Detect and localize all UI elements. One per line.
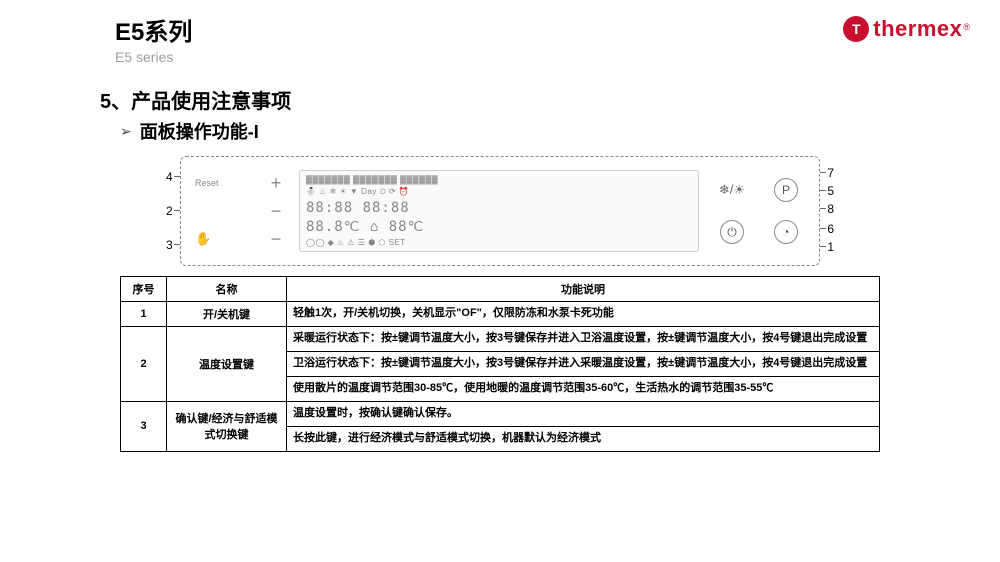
cell-desc: 长按此键，进行经济模式与舒适模式切换，机器默认为经济模式 (287, 426, 880, 451)
plus-icon: + (267, 173, 285, 194)
table-row: 3 确认键/经济与舒适模式切换键 温度设置时，按确认键确认保存。 (121, 401, 880, 426)
minus-row-1: − (195, 199, 285, 223)
hand-minus-row: ✋ − (195, 227, 285, 251)
reset-plus-row: Reset + (195, 171, 285, 195)
section-sub-text: 面板操作功能-I (140, 118, 259, 144)
table: 序号 名称 功能说明 1 开/关机键 轻触1次，开/关机切换，关机显示"OF"，… (120, 276, 880, 452)
section-number: 5、产品使用注意事项 (100, 85, 1000, 114)
table-header-row: 序号 名称 功能说明 (121, 277, 880, 302)
callout-1: 1 (827, 240, 834, 254)
cell-name: 确认键/经济与舒适模式切换键 (167, 401, 287, 451)
hand-icon: ✋ (195, 231, 211, 247)
chevron-right-icon: ➢ (120, 123, 132, 140)
lcd-top-row: ▓▓▓▓▓▓▓ ▓▓▓▓▓▓▓ ▓▓▓▓▓▓ (306, 175, 692, 184)
panel-right-buttons: ❄/☀ P ⏻ ◔ (713, 174, 805, 248)
cell-idx: 2 (121, 327, 167, 402)
callout-4: 4 (166, 170, 173, 184)
callout-7: 7 (827, 166, 834, 180)
cell-desc: 采暖运行状态下：按±键调节温度大小，按3号键保存并进入卫浴温度设置，按±键调节温… (287, 327, 880, 352)
function-table: 序号 名称 功能说明 1 开/关机键 轻触1次，开/关机切换，关机显示"OF"，… (120, 276, 880, 452)
lcd-seg-row1: 88:88 88:88 (306, 200, 692, 216)
section-sub: ➢ 面板操作功能-I (100, 118, 1000, 144)
power-button-icon: ⏻ (720, 220, 744, 244)
control-panel: Reset + − ✋ − ▓▓▓▓▓▓▓ ▓▓▓▓▓▓▓ ▓▓▓▓▓▓ ⛄ ♨… (180, 156, 820, 266)
page-header: E5系列 E5 series T thermex® (0, 12, 1000, 65)
reset-label: Reset (195, 178, 219, 188)
cell-idx: 3 (121, 401, 167, 451)
th-index: 序号 (121, 277, 167, 302)
th-desc: 功能说明 (287, 277, 880, 302)
th-name: 名称 (167, 277, 287, 302)
callout-8: 8 (827, 202, 834, 216)
logo-text: thermex® (873, 16, 970, 42)
lcd-bottom-row: ◯◯ ◆ ♨ ⚠ ☰ ⬢ ⬡ SET (306, 238, 692, 247)
lcd-icon-row: ⛄ ♨ ❄ ☀ ▼ Day ⏲ ⟳ ⏰ (306, 187, 692, 197)
callout-6: 6 (827, 222, 834, 236)
panel-left-buttons: Reset + − ✋ − (195, 171, 285, 251)
cell-desc: 使用散片的温度调节范围30-85℃，使用地暖的温度调节范围35-60℃，生活热水… (287, 376, 880, 401)
callout-5: 5 (827, 184, 834, 198)
control-panel-diagram: 4 2 3 7 5 8 6 1 Reset + − ✋ − ▓▓▓▓▓ (180, 156, 820, 266)
cell-name: 开/关机键 (167, 302, 287, 327)
lcd-seg-row2: 88.8℃ ⌂ 88℃ (306, 219, 692, 235)
title-english: E5 series (115, 49, 1000, 65)
section-heading: 5、产品使用注意事项 ➢ 面板操作功能-I (0, 85, 1000, 144)
brand-logo: T thermex® (843, 16, 970, 42)
cell-desc: 卫浴运行状态下：按±键调节温度大小，按3号键保存并进入采暖温度设置，按±键调节温… (287, 351, 880, 376)
lcd-display: ▓▓▓▓▓▓▓ ▓▓▓▓▓▓▓ ▓▓▓▓▓▓ ⛄ ♨ ❄ ☀ ▼ Day ⏲ ⟳… (299, 170, 699, 252)
cell-idx: 1 (121, 302, 167, 327)
cell-name: 温度设置键 (167, 327, 287, 402)
cell-desc: 轻触1次，开/关机切换，关机显示"OF"，仅限防冻和水泵卡死功能 (287, 302, 880, 327)
minus-icon: − (267, 201, 285, 222)
table-row: 2 温度设置键 采暖运行状态下：按±键调节温度大小，按3号键保存并进入卫浴温度设… (121, 327, 880, 352)
callout-3: 3 (166, 238, 173, 252)
callout-2: 2 (166, 204, 173, 218)
snow-sun-icon: ❄/☀ (719, 182, 745, 198)
clock-button-icon: ◔ (774, 220, 798, 244)
table-row: 1 开/关机键 轻触1次，开/关机切换，关机显示"OF"，仅限防冻和水泵卡死功能 (121, 302, 880, 327)
cell-desc: 温度设置时，按确认键确认保存。 (287, 401, 880, 426)
minus-icon: − (267, 229, 285, 250)
program-button-icon: P (774, 178, 798, 202)
logo-badge-icon: T (843, 16, 869, 42)
